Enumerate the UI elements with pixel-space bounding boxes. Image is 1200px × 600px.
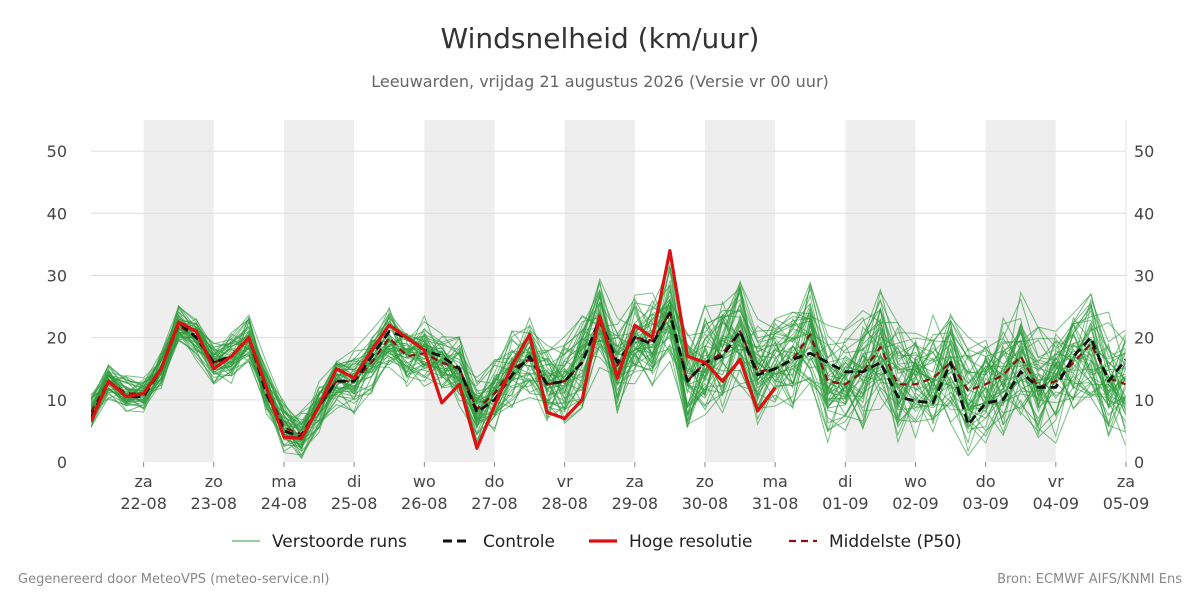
x-tick-day: zo	[205, 472, 223, 491]
y-tick-label-right: 30	[1134, 266, 1154, 285]
y-tick-label-right: 20	[1134, 329, 1154, 348]
legend: Verstoorde runs Controle Hoge resolutie Mid…	[232, 532, 962, 552]
ensemble-member-line	[91, 290, 1126, 424]
x-tick-day: vr	[557, 472, 573, 491]
ensemble-member-line	[91, 298, 1126, 442]
legend-label-high-res: Hoge resolutie	[629, 532, 753, 552]
y-tick-label-right: 50	[1134, 142, 1154, 161]
x-tick-date: 29-08	[612, 494, 659, 513]
x-tick-day: di	[347, 472, 362, 491]
x-tick-day: wo	[904, 472, 927, 491]
legend-label-ensemble: Verstoorde runs	[272, 532, 407, 552]
x-tick-day: za	[1117, 472, 1135, 491]
x-tick-date: 22-08	[120, 494, 167, 513]
x-tick-date: 26-08	[401, 494, 448, 513]
x-tick-day: vr	[1048, 472, 1064, 491]
x-tick-date: 01-09	[822, 494, 869, 513]
axes: 0 0 10 10 20 20 30 30 40 40 50 50 za 22-08 zo 23-08 ma 24…	[47, 120, 1154, 513]
night-band	[143, 120, 214, 462]
y-tick-label-left: 10	[47, 391, 67, 410]
y-tick-label-left: 40	[47, 204, 67, 223]
y-tick-label-left: 50	[47, 142, 67, 161]
x-tick-date: 31-08	[752, 494, 799, 513]
x-tick-day: ma	[271, 472, 296, 491]
x-tick-date: 30-08	[682, 494, 729, 513]
y-tick-label-left: 0	[57, 453, 67, 472]
x-tick-day: do	[976, 472, 996, 491]
footer-source: Bron: ECMWF AIFS/KNMI Ens	[997, 572, 1182, 587]
main-series-lines	[91, 249, 1126, 450]
x-tick-day: do	[484, 472, 504, 491]
legend-label-median: Middelste (P50)	[829, 532, 962, 552]
high-res-line	[91, 249, 777, 450]
x-tick-date: 03-09	[962, 494, 1009, 513]
x-tick-date: 25-08	[331, 494, 378, 513]
x-tick-day: za	[135, 472, 153, 491]
x-tick-date: 27-08	[471, 494, 518, 513]
x-tick-day: di	[838, 472, 853, 491]
chart-title: Windsnelheid (km/uur)	[440, 22, 760, 55]
footer-credit: Gegenereerd door MeteoVPS (meteo-service…	[18, 572, 330, 587]
y-tick-label-left: 30	[47, 266, 67, 285]
chart-subtitle: Leeuwarden, vrijdag 21 augustus 2026 (Ve…	[371, 72, 829, 91]
y-tick-label-right: 0	[1134, 453, 1144, 472]
y-tick-label-left: 20	[47, 329, 67, 348]
x-tick-date: 02-09	[892, 494, 939, 513]
x-tick-day: wo	[413, 472, 436, 491]
legend-label-control: Controle	[483, 532, 555, 552]
x-tick-date: 23-08	[191, 494, 238, 513]
y-tick-label-right: 10	[1134, 391, 1154, 410]
x-tick-day: za	[626, 472, 644, 491]
x-tick-date: 05-09	[1103, 494, 1150, 513]
x-tick-day: ma	[762, 472, 787, 491]
control-line	[91, 311, 1126, 439]
x-tick-date: 04-09	[1033, 494, 1080, 513]
x-tick-date: 28-08	[541, 494, 588, 513]
x-tick-date: 24-08	[261, 494, 308, 513]
y-tick-label-right: 40	[1134, 204, 1154, 223]
ensemble-member-line	[91, 316, 1126, 444]
x-tick-day: zo	[696, 472, 714, 491]
